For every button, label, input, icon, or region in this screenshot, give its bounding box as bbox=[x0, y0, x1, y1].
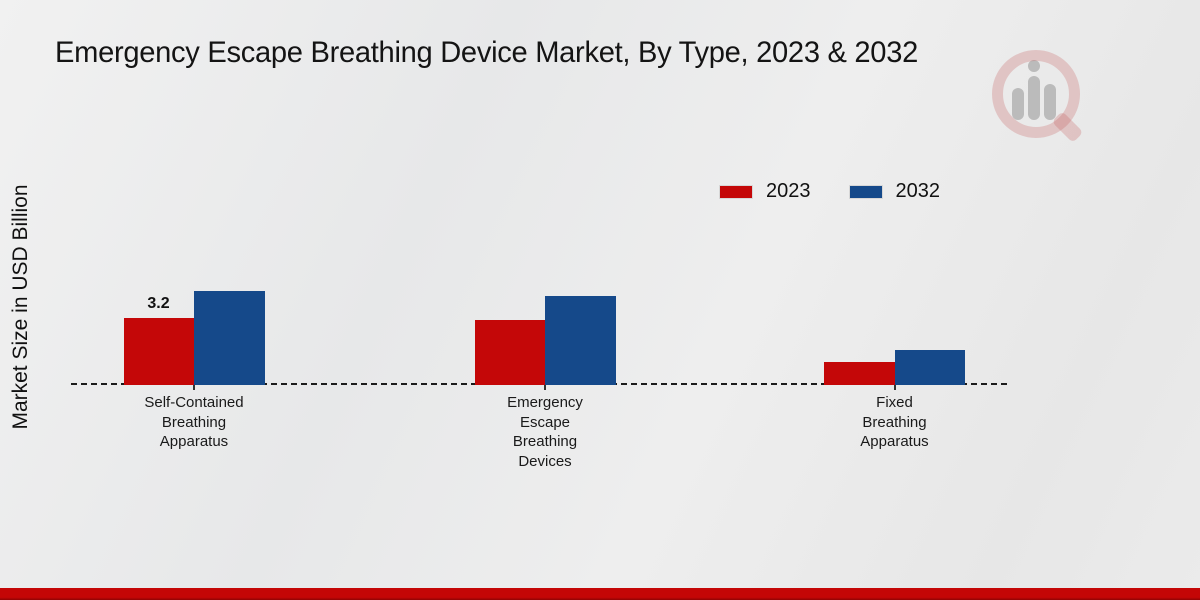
category-tick bbox=[193, 385, 195, 390]
legend-label-2023: 2023 bbox=[766, 180, 811, 202]
category-label: Emergency Escape Breathing Devices bbox=[507, 394, 583, 470]
bar-value-label: 3.2 bbox=[147, 295, 170, 313]
category-tick bbox=[544, 385, 546, 390]
footer-accent-bar bbox=[0, 588, 1200, 600]
legend-swatch-2023 bbox=[719, 184, 753, 199]
bar-2032-category-1 bbox=[545, 295, 616, 385]
page-title: Emergency Escape Breathing Device Market… bbox=[55, 36, 918, 69]
bar-2023-category-2 bbox=[824, 362, 895, 385]
category-tick bbox=[893, 385, 896, 390]
bar-2023-category-1 bbox=[474, 320, 545, 385]
legend-item-2023: 2023 bbox=[719, 180, 811, 203]
legend-label-2032: 2032 bbox=[895, 180, 941, 202]
legend-item-2032: 2032 bbox=[848, 180, 941, 203]
magnifier-bar-chart-watermark-icon bbox=[992, 50, 1084, 143]
magnifier-lens-icon bbox=[992, 50, 1080, 138]
category-label: Fixed Breathing Apparatus bbox=[860, 394, 929, 450]
chart-legend: 2023 2032 bbox=[719, 180, 940, 203]
bar-2023-category-0 bbox=[123, 318, 194, 385]
category-label: Self-Contained Breathing Apparatus bbox=[144, 394, 244, 450]
bar-2032-category-2 bbox=[894, 349, 965, 385]
legend-swatch-2032 bbox=[848, 184, 883, 199]
bar-2032-category-0 bbox=[194, 291, 265, 385]
